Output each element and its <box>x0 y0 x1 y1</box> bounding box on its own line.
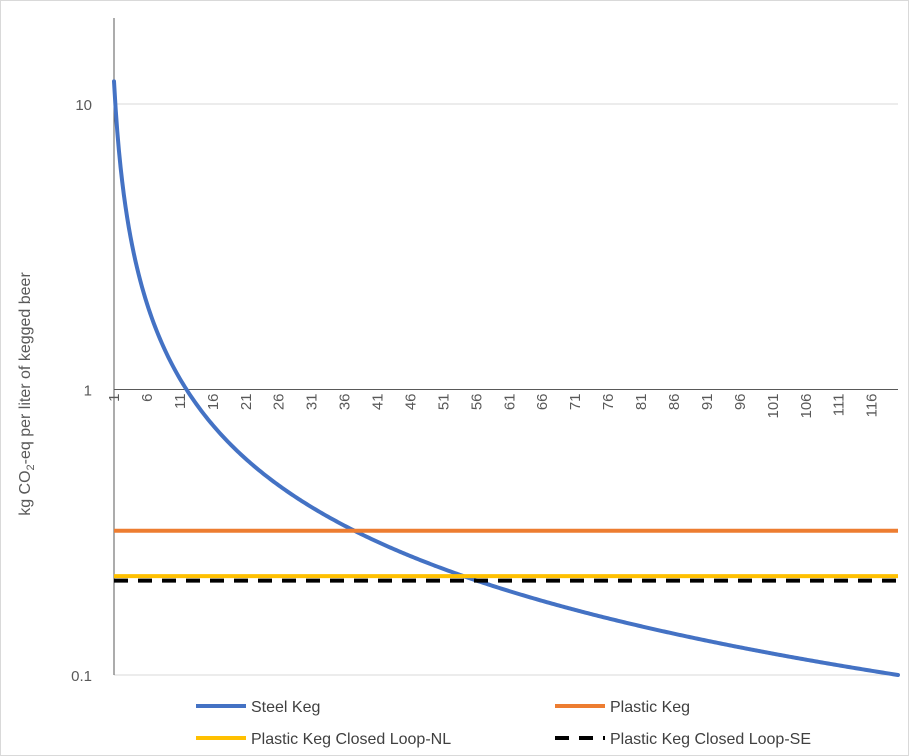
legend-label: Plastic Keg Closed Loop-NL <box>251 731 451 748</box>
x-tick-label: 31 <box>304 393 321 410</box>
x-tick-label: 81 <box>633 393 650 410</box>
x-tick-label: 6 <box>139 393 156 401</box>
x-tick-label: 111 <box>831 393 848 416</box>
x-tick-label: 1 <box>106 393 123 401</box>
x-tick-label: 86 <box>666 393 683 410</box>
x-tick-label: 96 <box>732 393 749 410</box>
x-tick-labels: 1 6 11 16 21 26 31 36 41 46 51 56 61 66 71 76 81 86 91 96 10… <box>106 393 881 418</box>
legend: Steel Keg Plastic Keg Plastic Keg Closed L… <box>196 699 811 748</box>
y-axis-label: kg CO2-eq per liter of kegged beer <box>17 272 37 516</box>
legend-label: Plastic Keg Closed Loop-SE <box>610 731 811 748</box>
axes <box>113 18 898 675</box>
x-tick-label: 76 <box>600 393 617 410</box>
y-tick-label: 1 <box>84 382 92 399</box>
x-tick-label: 51 <box>435 393 452 410</box>
legend-label: Plastic Keg <box>610 699 690 716</box>
x-tick-label: 21 <box>238 393 255 410</box>
x-tick-label: 56 <box>468 393 485 410</box>
y-axis-label-subscript: 2 <box>25 464 37 470</box>
y-axis-label-part-1: kg CO <box>17 470 34 515</box>
x-tick-label: 101 <box>765 393 782 418</box>
x-tick-label: 61 <box>501 393 518 410</box>
series-line <box>112 79 900 677</box>
x-tick-label: 41 <box>370 393 387 410</box>
y-tick-label: 10 <box>75 97 92 114</box>
y-tick-labels: 0.1 1 10 <box>71 97 92 685</box>
x-tick-label: 36 <box>337 393 354 410</box>
x-tick-label: 16 <box>205 393 222 410</box>
series-lines <box>112 79 900 677</box>
x-tick-label: 71 <box>567 393 584 410</box>
legend-label: Steel Keg <box>251 699 320 716</box>
x-tick-label: 116 <box>864 393 881 417</box>
x-tick-label: 106 <box>798 393 815 418</box>
x-tick-label: 46 <box>402 393 419 410</box>
y-axis-label-part-2: -eq per liter of kegged beer <box>17 272 34 465</box>
x-tick-label: 11 <box>172 393 189 409</box>
x-tick-label: 66 <box>534 393 551 410</box>
y-tick-label: 0.1 <box>71 668 92 685</box>
x-tick-label: 91 <box>699 393 716 410</box>
x-tick-label: 26 <box>271 393 288 410</box>
